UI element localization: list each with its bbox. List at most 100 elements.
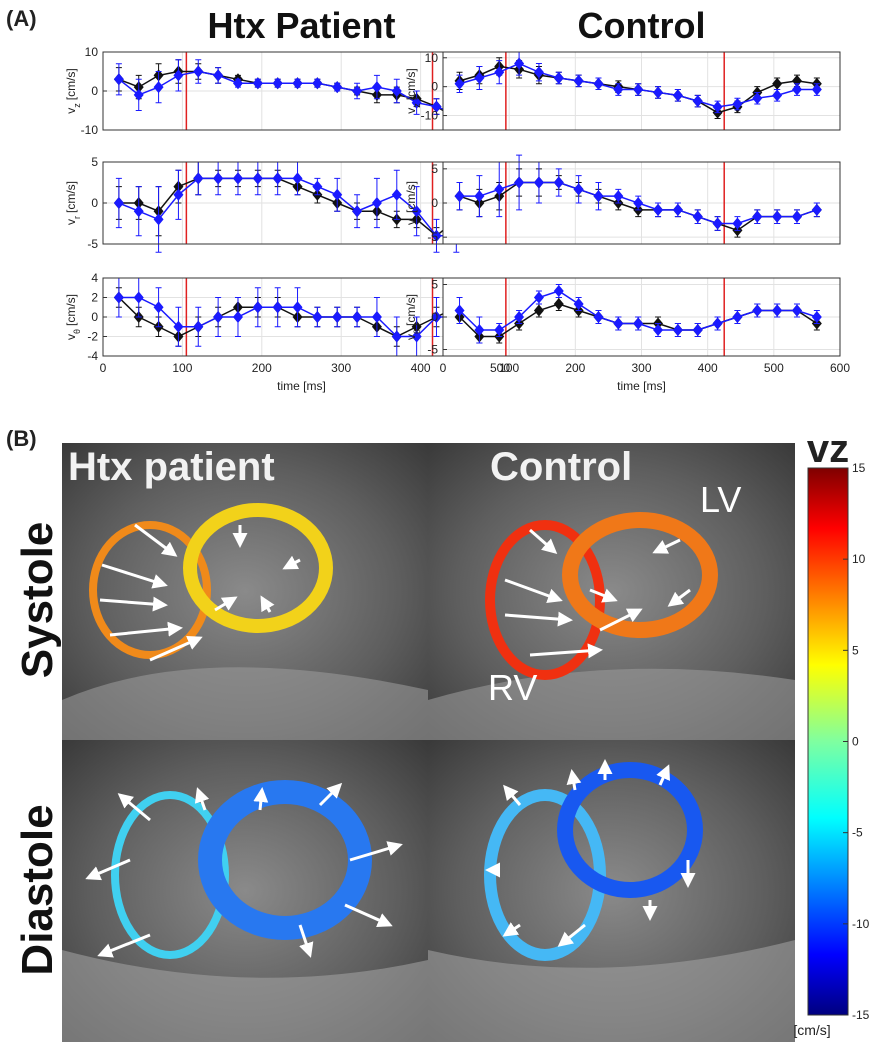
row-title: Systole [13, 522, 62, 679]
data-point [514, 176, 525, 189]
data-point [533, 66, 544, 79]
data-point [391, 330, 402, 343]
data-point [692, 324, 703, 336]
colorbar-tick-label: 0 [852, 735, 859, 749]
data-point [371, 311, 382, 323]
data-point [752, 304, 763, 317]
x-axis-label: time [ms] [277, 379, 326, 393]
data-point [573, 183, 584, 196]
data-point [193, 320, 204, 333]
y-axis-label: vθ [cm/s] [64, 294, 82, 340]
y-tick-label: 0 [91, 196, 98, 210]
data-point [514, 311, 525, 323]
data-point [252, 301, 263, 314]
tissue [428, 668, 795, 740]
data-point [692, 210, 703, 223]
y-label-symbol: v [64, 219, 78, 225]
arrows [99, 523, 301, 662]
arrows [485, 759, 696, 947]
data-point [553, 285, 564, 297]
data-point [292, 77, 303, 90]
data-point [772, 210, 783, 223]
y-tick-label: 2 [91, 291, 98, 305]
annotation: RV [488, 667, 537, 708]
data-point [113, 197, 124, 209]
x-tick-label: 600 [830, 361, 850, 375]
y-label-symbol: v [404, 334, 418, 340]
series-line [118, 177, 497, 237]
data-point [213, 311, 224, 323]
data-point [292, 301, 303, 314]
colorbar-ticks: 15 10 5 0 -5 -10 -15 [843, 461, 870, 1022]
data-point [232, 77, 243, 90]
data-point [431, 100, 442, 113]
data-point [153, 81, 164, 94]
data-point [332, 311, 343, 323]
column-title: Htx patient [68, 445, 275, 489]
data-point [193, 65, 204, 78]
data-point [772, 304, 783, 317]
y-label-subscript: r [72, 216, 82, 219]
panel-label: (B) [6, 426, 37, 451]
plot-frame [442, 277, 841, 357]
data-point [593, 311, 604, 323]
data-point [653, 324, 664, 336]
y-label-symbol: v [64, 334, 78, 340]
colorbar [807, 467, 849, 1016]
data-point [193, 172, 204, 185]
data-point [391, 85, 402, 97]
y-label-symbol: v [404, 108, 418, 114]
colorbar-title: vz [807, 427, 849, 471]
data-point [613, 83, 624, 96]
plot-frame [442, 51, 841, 131]
x-tick-label: 100 [172, 361, 192, 375]
y-label-unit: [cm/s] [404, 68, 418, 100]
data-point [454, 190, 465, 203]
row-title: Diastole [13, 804, 62, 975]
data-point [533, 304, 544, 317]
data-point [133, 205, 144, 218]
data-point [752, 210, 763, 223]
colorbar-tick-label: -10 [852, 917, 870, 931]
x-tick-label: 0 [100, 361, 107, 375]
data-point [292, 172, 303, 185]
data-point [672, 203, 683, 216]
y-tick-label: 0 [431, 80, 438, 94]
data-point [153, 213, 164, 226]
y-tick-label: 5 [431, 162, 438, 176]
data-point [712, 317, 723, 330]
lv-wall [557, 762, 703, 898]
y-label-subscript: z [72, 103, 82, 108]
y-label-symbol: v [404, 219, 418, 225]
data-point [252, 172, 263, 185]
y-tick-label: 10 [425, 51, 439, 65]
data-point [791, 83, 802, 96]
data-point [533, 176, 544, 189]
tissue [428, 940, 795, 1042]
data-point [391, 188, 402, 201]
panel-label: (A) [6, 6, 37, 31]
data-point [732, 311, 743, 323]
data-point [411, 96, 422, 109]
y-tick-label: -5 [427, 343, 438, 357]
data-point [633, 317, 644, 330]
data-point [474, 324, 485, 336]
y-tick-label: 5 [431, 278, 438, 292]
data-point [312, 77, 323, 90]
data-point [113, 291, 124, 304]
data-point [811, 311, 822, 323]
colorbar-tick-label: 15 [852, 461, 866, 475]
data-point [272, 77, 283, 90]
lv-wall [183, 503, 333, 633]
chart-title: Control [578, 5, 706, 46]
x-tick-label: 0 [440, 361, 447, 375]
data-point [454, 304, 465, 317]
data-point [232, 172, 243, 185]
y-tick-label: -10 [81, 123, 99, 137]
data-point [672, 89, 683, 102]
data-point [811, 83, 822, 96]
lv-wall [562, 512, 718, 638]
data-point [533, 291, 544, 304]
data-point [712, 100, 723, 113]
data-point [633, 197, 644, 209]
